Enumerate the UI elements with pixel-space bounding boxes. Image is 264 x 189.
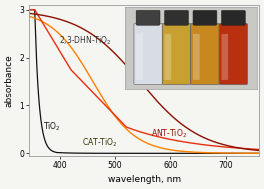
Y-axis label: absorbance: absorbance xyxy=(5,54,14,107)
Text: TiO$_2$: TiO$_2$ xyxy=(43,121,61,133)
X-axis label: wavelength, nm: wavelength, nm xyxy=(108,175,181,184)
Text: ANT-TiO$_2$: ANT-TiO$_2$ xyxy=(151,128,187,140)
Text: CAT-TiO$_2$: CAT-TiO$_2$ xyxy=(82,136,117,149)
Text: 2,3-DHN-TiO$_2$: 2,3-DHN-TiO$_2$ xyxy=(59,35,111,47)
